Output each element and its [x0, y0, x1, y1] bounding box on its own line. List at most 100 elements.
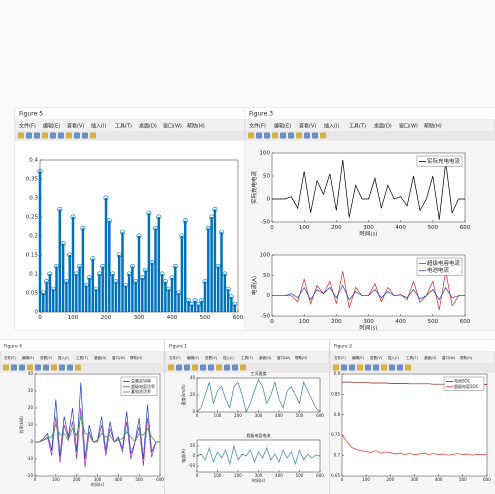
menu-item[interactable]: 工具(T)	[406, 355, 419, 360]
stem-marker	[159, 271, 165, 277]
tool-icon[interactable]	[50, 132, 56, 139]
menu-item[interactable]: 编辑(E)	[187, 355, 200, 360]
tool-icon[interactable]	[67, 364, 73, 371]
tool-icon[interactable]	[66, 132, 72, 139]
tool-icon[interactable]	[51, 364, 57, 371]
tool-icon[interactable]	[216, 364, 222, 371]
menu-item[interactable]: 桌面(D)	[374, 123, 392, 130]
menu-item[interactable]: 桌面(D)	[259, 355, 272, 360]
menu-item[interactable]: 工具(T)	[76, 355, 89, 360]
menu-item[interactable]: 插入(I)	[388, 355, 399, 360]
menu-item[interactable]: 窗口(W)	[399, 123, 418, 130]
tool-icon[interactable]	[208, 364, 214, 371]
tool-icon[interactable]	[296, 132, 302, 139]
tool-icon[interactable]	[389, 364, 395, 371]
tool-icon[interactable]	[192, 364, 198, 371]
x-tick-label: 400	[395, 319, 406, 325]
tool-icon[interactable]	[74, 132, 80, 139]
y-tick-label: 0.2	[29, 234, 38, 240]
x-tick-label: 300	[94, 477, 102, 482]
menu-item[interactable]: 编辑(E)	[352, 355, 365, 360]
menu-item[interactable]: 窗口(W)	[277, 355, 291, 360]
tool-icon[interactable]	[232, 364, 238, 371]
tool-icon[interactable]	[357, 364, 363, 371]
menu-item[interactable]: 查看(V)	[299, 123, 316, 130]
menu-item[interactable]: 帮助(H)	[424, 123, 442, 130]
tool-icon[interactable]	[35, 364, 41, 371]
tool-icon[interactable]	[349, 364, 355, 371]
tool-icon[interactable]	[320, 132, 326, 139]
tool-icon[interactable]	[43, 364, 49, 371]
tool-icon[interactable]	[304, 132, 310, 139]
menu-item[interactable]: 窗口(W)	[163, 123, 182, 130]
menu-item[interactable]: 文件(F)	[169, 355, 181, 360]
menu-item[interactable]: 工具(T)	[241, 355, 254, 360]
menu-item[interactable]: 窗口(W)	[442, 355, 456, 360]
tool-icon[interactable]	[18, 132, 24, 139]
tool-icon[interactable]	[27, 364, 33, 371]
menu-item[interactable]: 文件(F)	[4, 355, 16, 360]
tool-icon[interactable]	[42, 132, 48, 139]
tool-icon[interactable]	[256, 132, 262, 139]
axes-title: 工况速度	[251, 370, 267, 376]
legend-label: 超级电容电流	[427, 259, 461, 267]
tool-icon[interactable]	[59, 364, 65, 371]
menu-item[interactable]: 查看(V)	[40, 355, 53, 360]
y-tick-label: -50	[188, 463, 195, 468]
menu-item[interactable]: 插入(I)	[223, 355, 234, 360]
tool-icon[interactable]	[19, 364, 25, 371]
menu-item[interactable]: 窗口(W)	[112, 355, 126, 360]
menu-item[interactable]: 编辑(E)	[22, 355, 35, 360]
menu-item[interactable]: 编辑(E)	[274, 123, 291, 130]
tool-icon[interactable]	[26, 132, 32, 139]
tool-icon[interactable]	[341, 364, 347, 371]
menu-item[interactable]: 查看(V)	[67, 123, 84, 130]
tool-icon[interactable]	[184, 364, 190, 371]
menu-item[interactable]: 帮助(H)	[130, 355, 143, 360]
menu-item[interactable]: 文件(F)	[19, 123, 36, 130]
tool-icon[interactable]	[75, 364, 81, 371]
tool-icon[interactable]	[11, 364, 17, 371]
tool-icon[interactable]	[272, 132, 278, 139]
tool-icon[interactable]	[90, 132, 96, 139]
tool-icon[interactable]	[288, 132, 294, 139]
x-tick-label: 0	[38, 315, 42, 321]
tool-icon[interactable]	[333, 364, 339, 371]
tool-icon[interactable]	[176, 364, 182, 371]
y-axis-label: 速度(km/h)	[180, 384, 186, 406]
menu-item[interactable]: 桌面(D)	[94, 355, 107, 360]
menu-item[interactable]: 文件(F)	[249, 123, 266, 130]
y-tick-label: 0	[35, 310, 39, 316]
menu-item[interactable]: 插入(I)	[58, 355, 69, 360]
tool-icon[interactable]	[397, 364, 403, 371]
tool-icon[interactable]	[3, 364, 9, 371]
menu-item[interactable]: 编辑(E)	[43, 123, 60, 130]
menu-item[interactable]: 工具(T)	[349, 124, 366, 130]
menu-item[interactable]: 插入(I)	[324, 123, 339, 130]
menu-item[interactable]: 查看(V)	[370, 355, 383, 360]
menu-item[interactable]: 桌面(D)	[424, 355, 437, 360]
tool-icon[interactable]	[200, 364, 206, 371]
tool-icon[interactable]	[82, 132, 88, 139]
menu-item[interactable]: 插入(I)	[91, 123, 106, 130]
menu-item[interactable]: 帮助(H)	[460, 355, 473, 360]
tool-icon[interactable]	[280, 132, 286, 139]
tool-icon[interactable]	[312, 132, 318, 139]
tool-icon[interactable]	[168, 364, 174, 371]
tool-icon[interactable]	[248, 132, 254, 139]
tool-icon[interactable]	[34, 132, 40, 139]
menu-item[interactable]: 工具(T)	[115, 124, 132, 130]
tool-icon[interactable]	[373, 364, 379, 371]
tool-icon[interactable]	[58, 132, 64, 139]
tool-icon[interactable]	[264, 132, 270, 139]
menu-item[interactable]: 查看(V)	[205, 355, 218, 360]
tool-icon[interactable]	[405, 364, 411, 371]
menu-item[interactable]: 文件(F)	[334, 355, 346, 360]
menu-item[interactable]: 桌面(D)	[139, 123, 157, 130]
menu-item[interactable]: 帮助(H)	[295, 355, 308, 360]
tool-icon[interactable]	[381, 364, 387, 371]
tool-icon[interactable]	[224, 364, 230, 371]
menu-item[interactable]: 帮助(H)	[187, 123, 205, 130]
tool-icon[interactable]	[365, 364, 371, 371]
tool-icon[interactable]	[240, 364, 246, 371]
